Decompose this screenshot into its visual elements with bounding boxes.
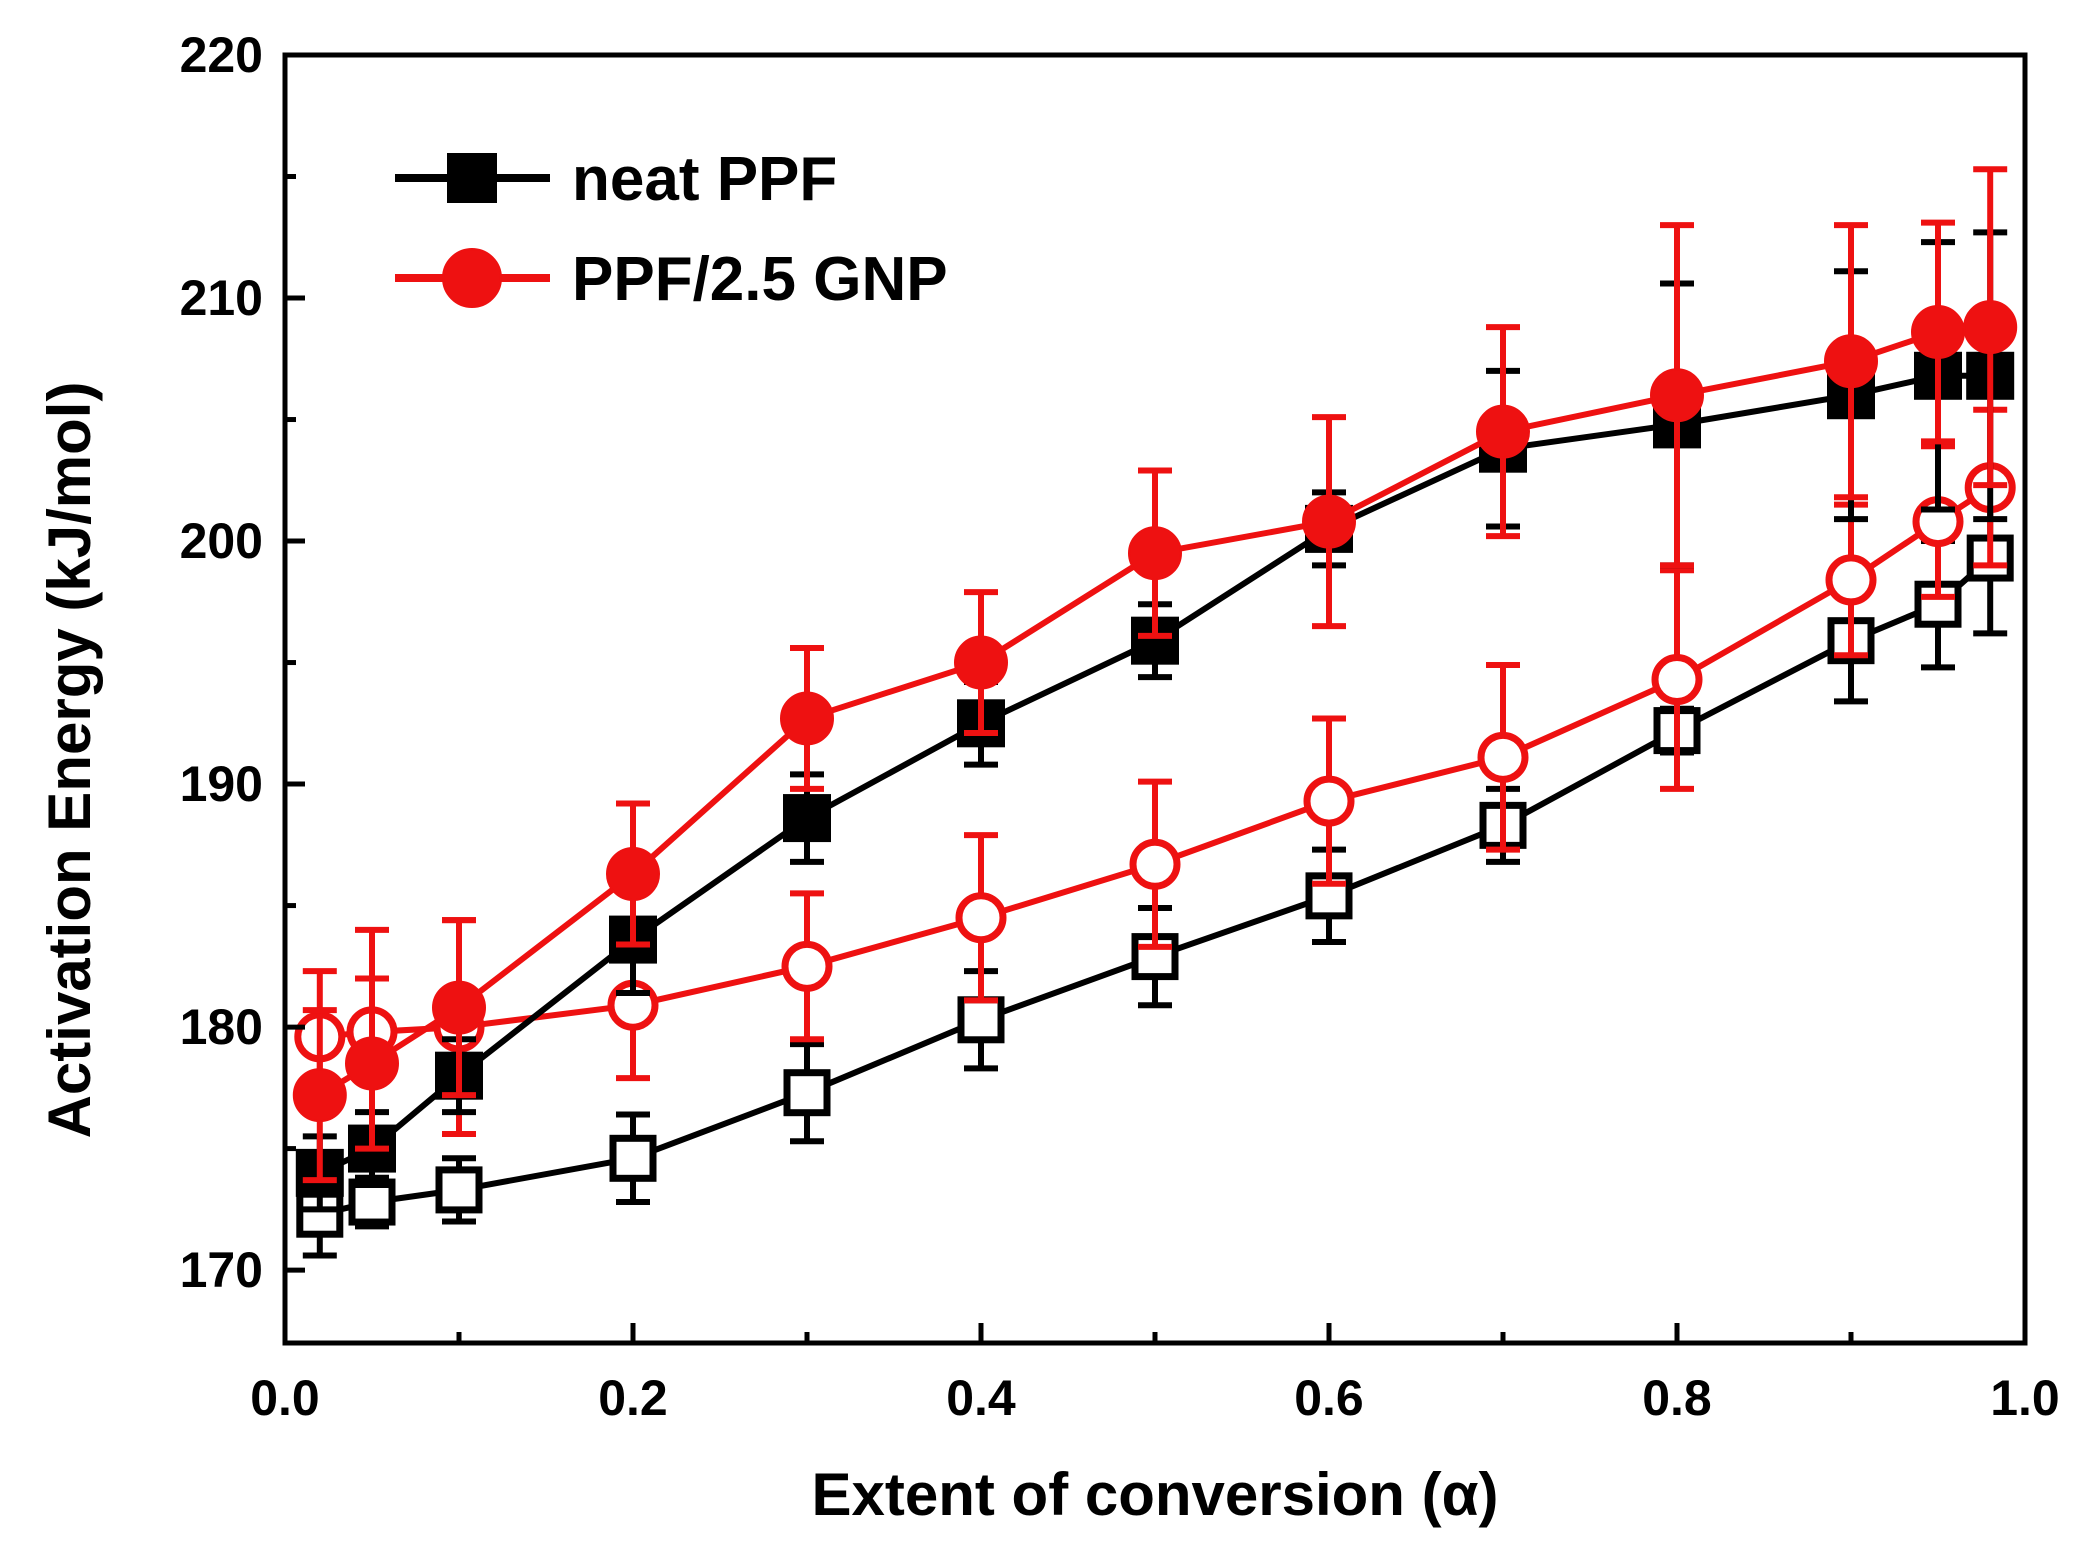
legend-item: neat PPF <box>395 145 837 214</box>
plot-frame <box>282 52 2028 1346</box>
x-tick-label: 0.8 <box>1642 1370 1712 1426</box>
data-point <box>1825 554 1877 606</box>
axis-ticks: 0.0 0.2 0.4 0.6 0.8 1.0 170 180 190 200 210 220 <box>180 27 2060 1426</box>
data-point <box>1911 305 1965 360</box>
data-point <box>957 996 1005 1044</box>
data-point <box>1476 404 1530 459</box>
data-point <box>1477 731 1529 783</box>
data-point <box>955 892 1007 944</box>
data-point <box>1650 368 1704 423</box>
data-point <box>783 1069 831 1117</box>
data-point <box>292 1068 347 1123</box>
data-point <box>432 980 486 1035</box>
y-tick-label: 190 <box>180 756 263 812</box>
x-tick-label: 1.0 <box>1990 1370 2060 1426</box>
plot-content <box>292 166 2018 1259</box>
x-tick-label: 0.6 <box>1294 1370 1364 1426</box>
legend-swatch-marker <box>447 153 497 203</box>
y-tick-label: 210 <box>180 270 263 326</box>
x-tick-label: 0.0 <box>250 1370 320 1426</box>
y-tick-label: 170 <box>180 1242 263 1298</box>
x-axis-title: Extent of conversion (α) <box>812 1461 1499 1528</box>
data-point <box>1824 334 1878 389</box>
data-point <box>780 691 834 746</box>
data-point <box>954 635 1008 690</box>
y-tick-label: 180 <box>180 999 263 1055</box>
data-point <box>606 846 660 901</box>
data-point <box>783 794 831 843</box>
data-point <box>609 1134 657 1182</box>
data-point <box>348 1178 396 1226</box>
data-point <box>1129 838 1181 890</box>
data-point <box>1651 654 1703 706</box>
data-point <box>1128 526 1182 581</box>
data-point <box>1963 300 2018 355</box>
y-tick-label: 200 <box>180 513 263 569</box>
data-point <box>345 1036 399 1091</box>
legend-item: PPF/2.5 GNP <box>395 245 948 314</box>
data-point <box>1303 775 1355 827</box>
series-ppf-gnp <box>292 166 2018 1184</box>
x-tick-label: 0.4 <box>946 1370 1016 1426</box>
legend-label: neat PPF <box>572 145 837 214</box>
x-tick-label: 0.2 <box>598 1370 668 1426</box>
y-tick-label: 220 <box>180 27 263 83</box>
data-point <box>781 940 833 992</box>
data-point <box>435 1166 483 1214</box>
data-point <box>1302 494 1356 549</box>
legend: neat PPF PPF/2.5 GNP <box>395 145 948 314</box>
legend-label: PPF/2.5 GNP <box>572 245 948 314</box>
legend-swatch-marker <box>442 248 502 308</box>
y-axis-title: Activation Energy (kJ/mol) <box>36 382 103 1139</box>
